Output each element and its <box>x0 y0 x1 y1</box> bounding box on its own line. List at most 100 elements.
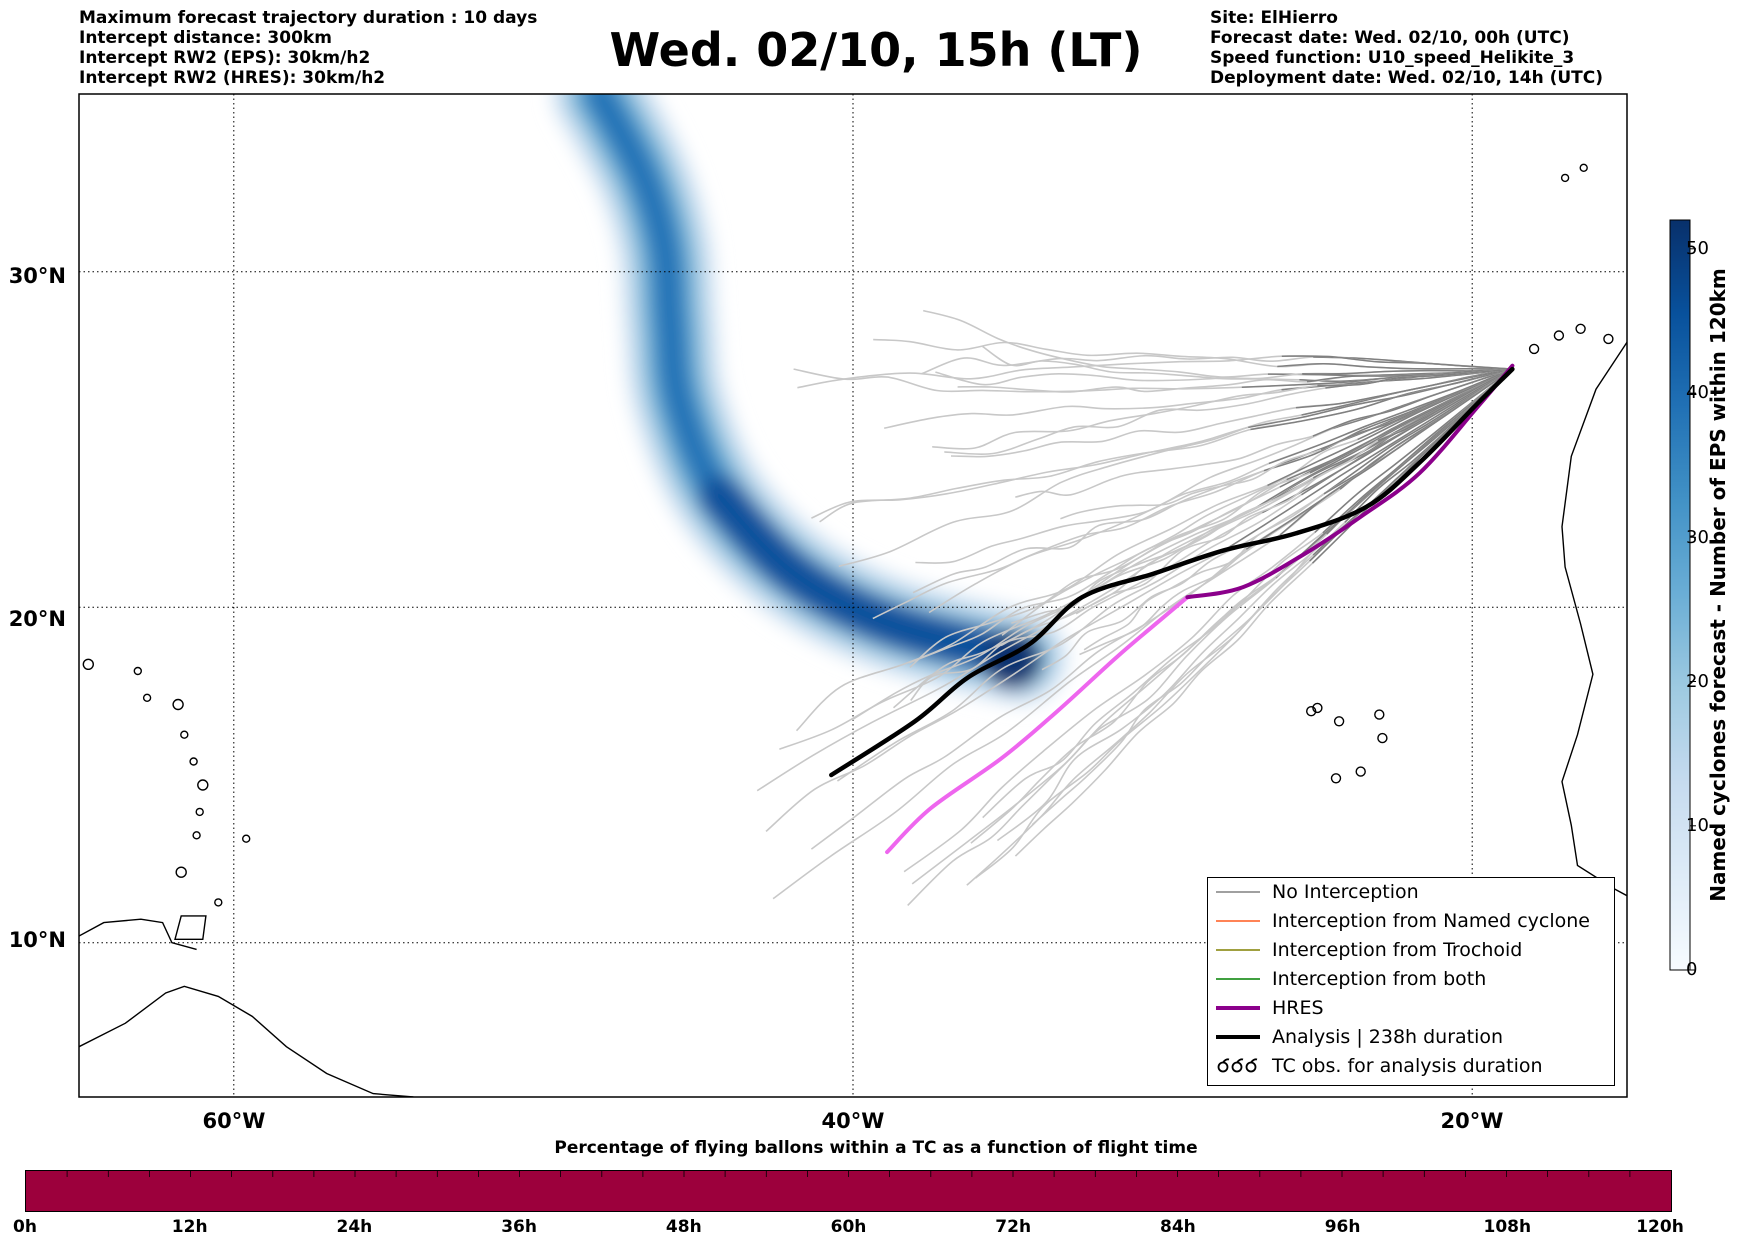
time-label-24h: 24h <box>336 1217 373 1237</box>
coast-island-antilles <box>197 779 209 791</box>
time-bar <box>25 1170 1672 1212</box>
header-line-max-duration: Maximum forecast trajectory duration : 1… <box>79 8 538 28</box>
coast-island-antilles <box>82 658 95 670</box>
coast-island-cape-verde <box>1333 716 1345 727</box>
legend-item-trochoid: Interception from Trochoid <box>1216 936 1522 964</box>
hres-forecast-track <box>885 595 1190 855</box>
colorbar-tick-label-10: 10 <box>1686 815 1709 836</box>
eps-track-early <box>1317 368 1513 387</box>
coast-island-madeira <box>1560 173 1570 183</box>
coast-island-antilles <box>175 866 187 878</box>
colorbar-tick-label-20: 20 <box>1686 671 1709 692</box>
coast-island-canary <box>1553 330 1565 341</box>
longitude-labels: 60°W 40°W 20°W <box>203 1109 1504 1133</box>
lon-label-20w: 20°W <box>1441 1109 1504 1133</box>
eps-track-early <box>1306 368 1513 383</box>
time-label-96h: 96h <box>1324 1217 1361 1237</box>
header-line-speed-function: Speed function: U10_speed_Helikite_3 <box>1210 48 1575 68</box>
eps-track-early <box>1377 368 1513 442</box>
colorbar <box>1669 219 1691 971</box>
time-label-120h: 120h <box>1636 1217 1684 1237</box>
eps-track-early <box>1268 368 1513 465</box>
map-gridlines <box>79 94 1627 1097</box>
coast-island-antilles <box>195 807 204 817</box>
eps-track-early <box>1322 368 1513 534</box>
legend-swatch-both <box>1216 978 1260 980</box>
coast-island-cape-verde <box>1355 766 1366 777</box>
coast-island-canary <box>1650 321 1659 330</box>
legend-item-named-cyclone: Interception from Named cyclone <box>1216 907 1590 935</box>
legend-swatch-hres <box>1216 1006 1260 1010</box>
legend-label-no-interception: No Interception <box>1272 881 1419 903</box>
map-frame <box>78 93 1628 1098</box>
colorbar-label-text: Named cyclones forecast - Number of EPS … <box>1706 268 1731 902</box>
header-line-deployment-date: Deployment date: Wed. 02/10, 14h (UTC) <box>1210 68 1604 88</box>
time-label-108h: 108h <box>1483 1217 1532 1237</box>
time-label-72h: 72h <box>995 1217 1032 1237</box>
eps-track-early <box>1267 368 1513 487</box>
coast-island-cape-verde <box>1374 709 1385 720</box>
header-line-rw2-eps: Intercept RW2 (EPS): 30km/h2 <box>79 48 371 68</box>
coast-south-america <box>79 985 414 1097</box>
coast-island-canary <box>1575 323 1586 334</box>
legend-item-both: Interception from both <box>1216 965 1486 993</box>
coast-island-antilles <box>189 757 198 766</box>
coast-island-antilles <box>241 834 251 843</box>
legend-label-hres: HRES <box>1272 997 1324 1019</box>
eps-trajectories <box>756 309 1513 906</box>
time-label-84h: 84h <box>1160 1217 1196 1237</box>
eps-track-early <box>1315 368 1513 500</box>
eps-track-early <box>1229 368 1513 548</box>
lat-label-10n: 10°N <box>9 928 66 952</box>
tc-symbol-icon <box>1217 1058 1258 1073</box>
coast-island-madeira <box>1579 163 1588 173</box>
legend-swatch-analysis <box>1216 1035 1260 1039</box>
coast-island-canary <box>1528 343 1540 355</box>
colorbar-label: Named cyclones forecast - Number of EPS … <box>1698 200 1738 970</box>
hres-track <box>1185 363 1515 600</box>
coast-island-canary <box>1603 333 1614 345</box>
coast-trinidad <box>174 915 207 940</box>
legend-swatch-trochoid <box>1216 949 1260 951</box>
coast-island-antilles <box>133 666 143 676</box>
analysis-track <box>829 366 1515 778</box>
lat-label-20n: 20°N <box>9 607 66 631</box>
legend-swatch-no-interception <box>1216 891 1260 893</box>
page-title: Wed. 02/10, 15h (LT) <box>609 23 1143 77</box>
eps-track-early <box>1262 368 1513 514</box>
time-bar-title: Percentage of flying ballons within a TC… <box>554 1138 1198 1158</box>
legend-label-analysis: Analysis | 238h duration <box>1272 1026 1504 1048</box>
header-line-forecast-date: Forecast date: Wed. 02/10, 00h (UTC) <box>1210 28 1570 48</box>
eps-track-early <box>1295 368 1513 409</box>
legend-item-hres: HRES <box>1216 994 1324 1022</box>
eps-track-early <box>1248 368 1513 429</box>
coast-island-antilles <box>214 898 223 907</box>
legend-item-analysis: Analysis | 238h duration <box>1216 1023 1503 1051</box>
lon-label-40w: 40°W <box>822 1109 885 1133</box>
header-right-info: Site: ElHierro Forecast date: Wed. 02/10… <box>1210 8 1603 88</box>
legend-label-tc-obs: TC obs. for analysis duration <box>1272 1055 1543 1077</box>
time-label-12h: 12h <box>171 1217 208 1237</box>
latitude-labels: 30°N 20°N 10°N <box>9 264 66 952</box>
header-line-rw2-hres: Intercept RW2 (HRES): 30km/h2 <box>79 68 386 88</box>
legend-label-both: Interception from both <box>1272 968 1487 990</box>
coast-island-cape-verde <box>1330 773 1342 784</box>
time-label-36h: 36h <box>501 1217 537 1237</box>
legend-swatch-named-cyclone <box>1216 920 1260 922</box>
lat-label-30n: 30°N <box>9 264 66 288</box>
legend-label-named-cyclone: Interception from Named cyclone <box>1272 910 1590 932</box>
colorbar-ticks <box>1690 248 1696 971</box>
time-bar-ticks <box>66 1171 1631 1177</box>
time-label-48h: 48h <box>665 1217 702 1237</box>
legend-item-tc-obs: TC obs. for analysis duration <box>1216 1052 1543 1080</box>
coast-africa <box>1561 341 1627 897</box>
header-left-info: Maximum forecast trajectory duration : 1… <box>79 8 537 88</box>
colorbar-tick-label-50: 50 <box>1686 238 1709 259</box>
legend-label-trochoid: Interception from Trochoid <box>1272 939 1523 961</box>
header-line-intercept-distance: Intercept distance: 300km <box>79 28 332 48</box>
coastlines <box>79 163 1659 1097</box>
map-legend: No Interception Interception from Named … <box>1207 877 1615 1086</box>
coast-venezuela <box>79 918 197 951</box>
eps-track-early <box>1281 355 1513 370</box>
coast-island-cape-verde <box>1377 732 1388 744</box>
